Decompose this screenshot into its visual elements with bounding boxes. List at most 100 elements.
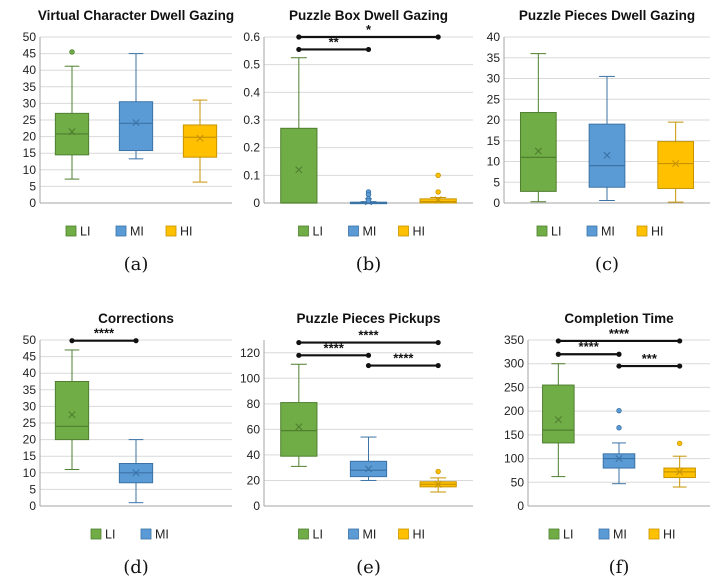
significance-bracket: **** — [555, 339, 622, 357]
box-HI — [663, 440, 696, 488]
y-tick-label: 15 — [487, 134, 501, 148]
y-tick-label: 250 — [504, 380, 524, 394]
chart-panel-2: Puzzle Box Dwell Gazing 0 0.1 0.2 0.3 0.4 0.5 0… — [243, 8, 473, 275]
significance-label: **** — [609, 326, 630, 341]
box-HI — [182, 99, 218, 183]
legend-label-MI: MI — [155, 528, 169, 542]
panel-label: (d) — [123, 557, 149, 578]
box-LI — [54, 349, 90, 470]
box-body — [663, 467, 696, 479]
significance-label: * — [366, 22, 372, 37]
chart-panel-3: Puzzle Pieces Dwell Gazing 0 5 10 15 20 25 30 35… — [487, 8, 710, 275]
legend-swatch-LI — [298, 528, 309, 540]
significance-label: *** — [642, 351, 658, 366]
legend-label-LI: LI — [80, 225, 90, 239]
legend-swatch-HI — [636, 225, 648, 237]
box-HI — [419, 468, 457, 493]
y-tick-label: 0 — [253, 196, 260, 210]
y-tick-label: 10 — [23, 466, 37, 480]
chart-panel-5: Puzzle Pieces Pickups 0 20 40 60 80 100 120 ****… — [240, 311, 473, 578]
chart-title: Completion Time — [564, 311, 674, 326]
mean-marker — [676, 468, 684, 476]
mean-marker — [434, 196, 442, 204]
significance-label: **** — [579, 339, 600, 354]
legend-swatch-MI — [140, 528, 152, 540]
y-tick-label: 5 — [29, 482, 36, 496]
box-MI — [602, 407, 636, 485]
significance-label: ** — [329, 34, 340, 49]
mean-marker — [615, 454, 623, 463]
legend-label-LI: LI — [313, 225, 323, 239]
legend: LI MI HI — [298, 528, 425, 542]
y-tick-label: 0 — [253, 499, 260, 513]
y-tick-label: 5 — [29, 179, 36, 193]
y-tick-label: 35 — [23, 383, 37, 397]
y-tick-label: 80 — [247, 397, 261, 411]
y-tick-label: 200 — [504, 404, 524, 418]
legend-swatch-MI — [586, 225, 598, 237]
y-tick-label: 0 — [29, 499, 36, 513]
significance-label: **** — [94, 326, 115, 341]
outlier-point — [676, 440, 683, 447]
y-tick-label: 350 — [504, 333, 524, 347]
box-body — [542, 384, 575, 444]
y-tick-label: 0 — [493, 196, 500, 210]
box-LI — [542, 363, 575, 478]
significance-bracket: **** — [365, 351, 441, 369]
mean-marker — [534, 147, 542, 155]
legend-label-LI: LI — [313, 528, 323, 542]
significance-bracket: *** — [616, 351, 683, 369]
y-tick-label: 20 — [23, 130, 37, 144]
significance-bracket: **** — [296, 328, 441, 346]
y-tick-label: 30 — [23, 399, 37, 413]
y-tick-label: 10 — [487, 155, 501, 169]
mean-marker — [672, 159, 680, 168]
y-tick-label: 100 — [504, 452, 524, 466]
legend-swatch-LI — [298, 225, 309, 237]
box-body — [182, 124, 218, 158]
y-tick-label: 20 — [23, 433, 37, 447]
y-tick-label: 35 — [487, 51, 501, 65]
chart-title: Virtual Character Dwell Gazing — [38, 8, 234, 23]
panel-label: (a) — [124, 254, 149, 275]
y-tick-label: 0.5 — [243, 58, 260, 72]
box-body — [519, 112, 557, 192]
y-tick-label: 120 — [240, 346, 260, 360]
chart-panel-4: Corrections 0 5 10 15 20 25 30 35 40 45 50 **** LI MI (… — [23, 311, 232, 578]
legend-swatch-MI — [348, 528, 359, 540]
mean-marker — [196, 134, 204, 142]
box-MI — [349, 189, 388, 206]
significance-bracket: * — [296, 22, 441, 40]
legend-swatch-LI — [536, 225, 548, 237]
significance-bracket: **** — [555, 326, 683, 344]
panel-label: (c) — [595, 254, 619, 275]
significance-bracket: ** — [296, 34, 372, 53]
legend-label-MI: MI — [363, 528, 377, 542]
y-tick-label: 15 — [23, 146, 37, 160]
y-tick-label: 0 — [517, 499, 524, 513]
legend-swatch-MI — [598, 528, 610, 540]
legend-label-LI: LI — [563, 528, 573, 542]
box-body — [280, 127, 318, 204]
mean-marker — [603, 151, 611, 159]
box-MI — [349, 436, 388, 481]
box-HI — [657, 121, 695, 203]
y-tick-label: 40 — [23, 63, 37, 77]
y-tick-label: 150 — [504, 428, 524, 442]
box-body — [280, 402, 318, 457]
significance-label: **** — [358, 328, 379, 343]
y-tick-label: 5 — [493, 175, 500, 189]
legend-label-MI: MI — [601, 225, 615, 239]
y-tick-label: 50 — [23, 30, 37, 44]
outlier-point — [435, 468, 441, 475]
mean-marker — [132, 119, 140, 127]
box-HI — [419, 172, 457, 204]
legend-swatch-HI — [165, 225, 177, 237]
y-tick-label: 30 — [23, 96, 37, 110]
y-tick-label: 25 — [23, 416, 37, 430]
legend-label-MI: MI — [613, 528, 627, 542]
y-tick-label: 40 — [487, 30, 501, 44]
legend-swatch-HI — [398, 528, 409, 540]
box-LI — [519, 53, 557, 203]
